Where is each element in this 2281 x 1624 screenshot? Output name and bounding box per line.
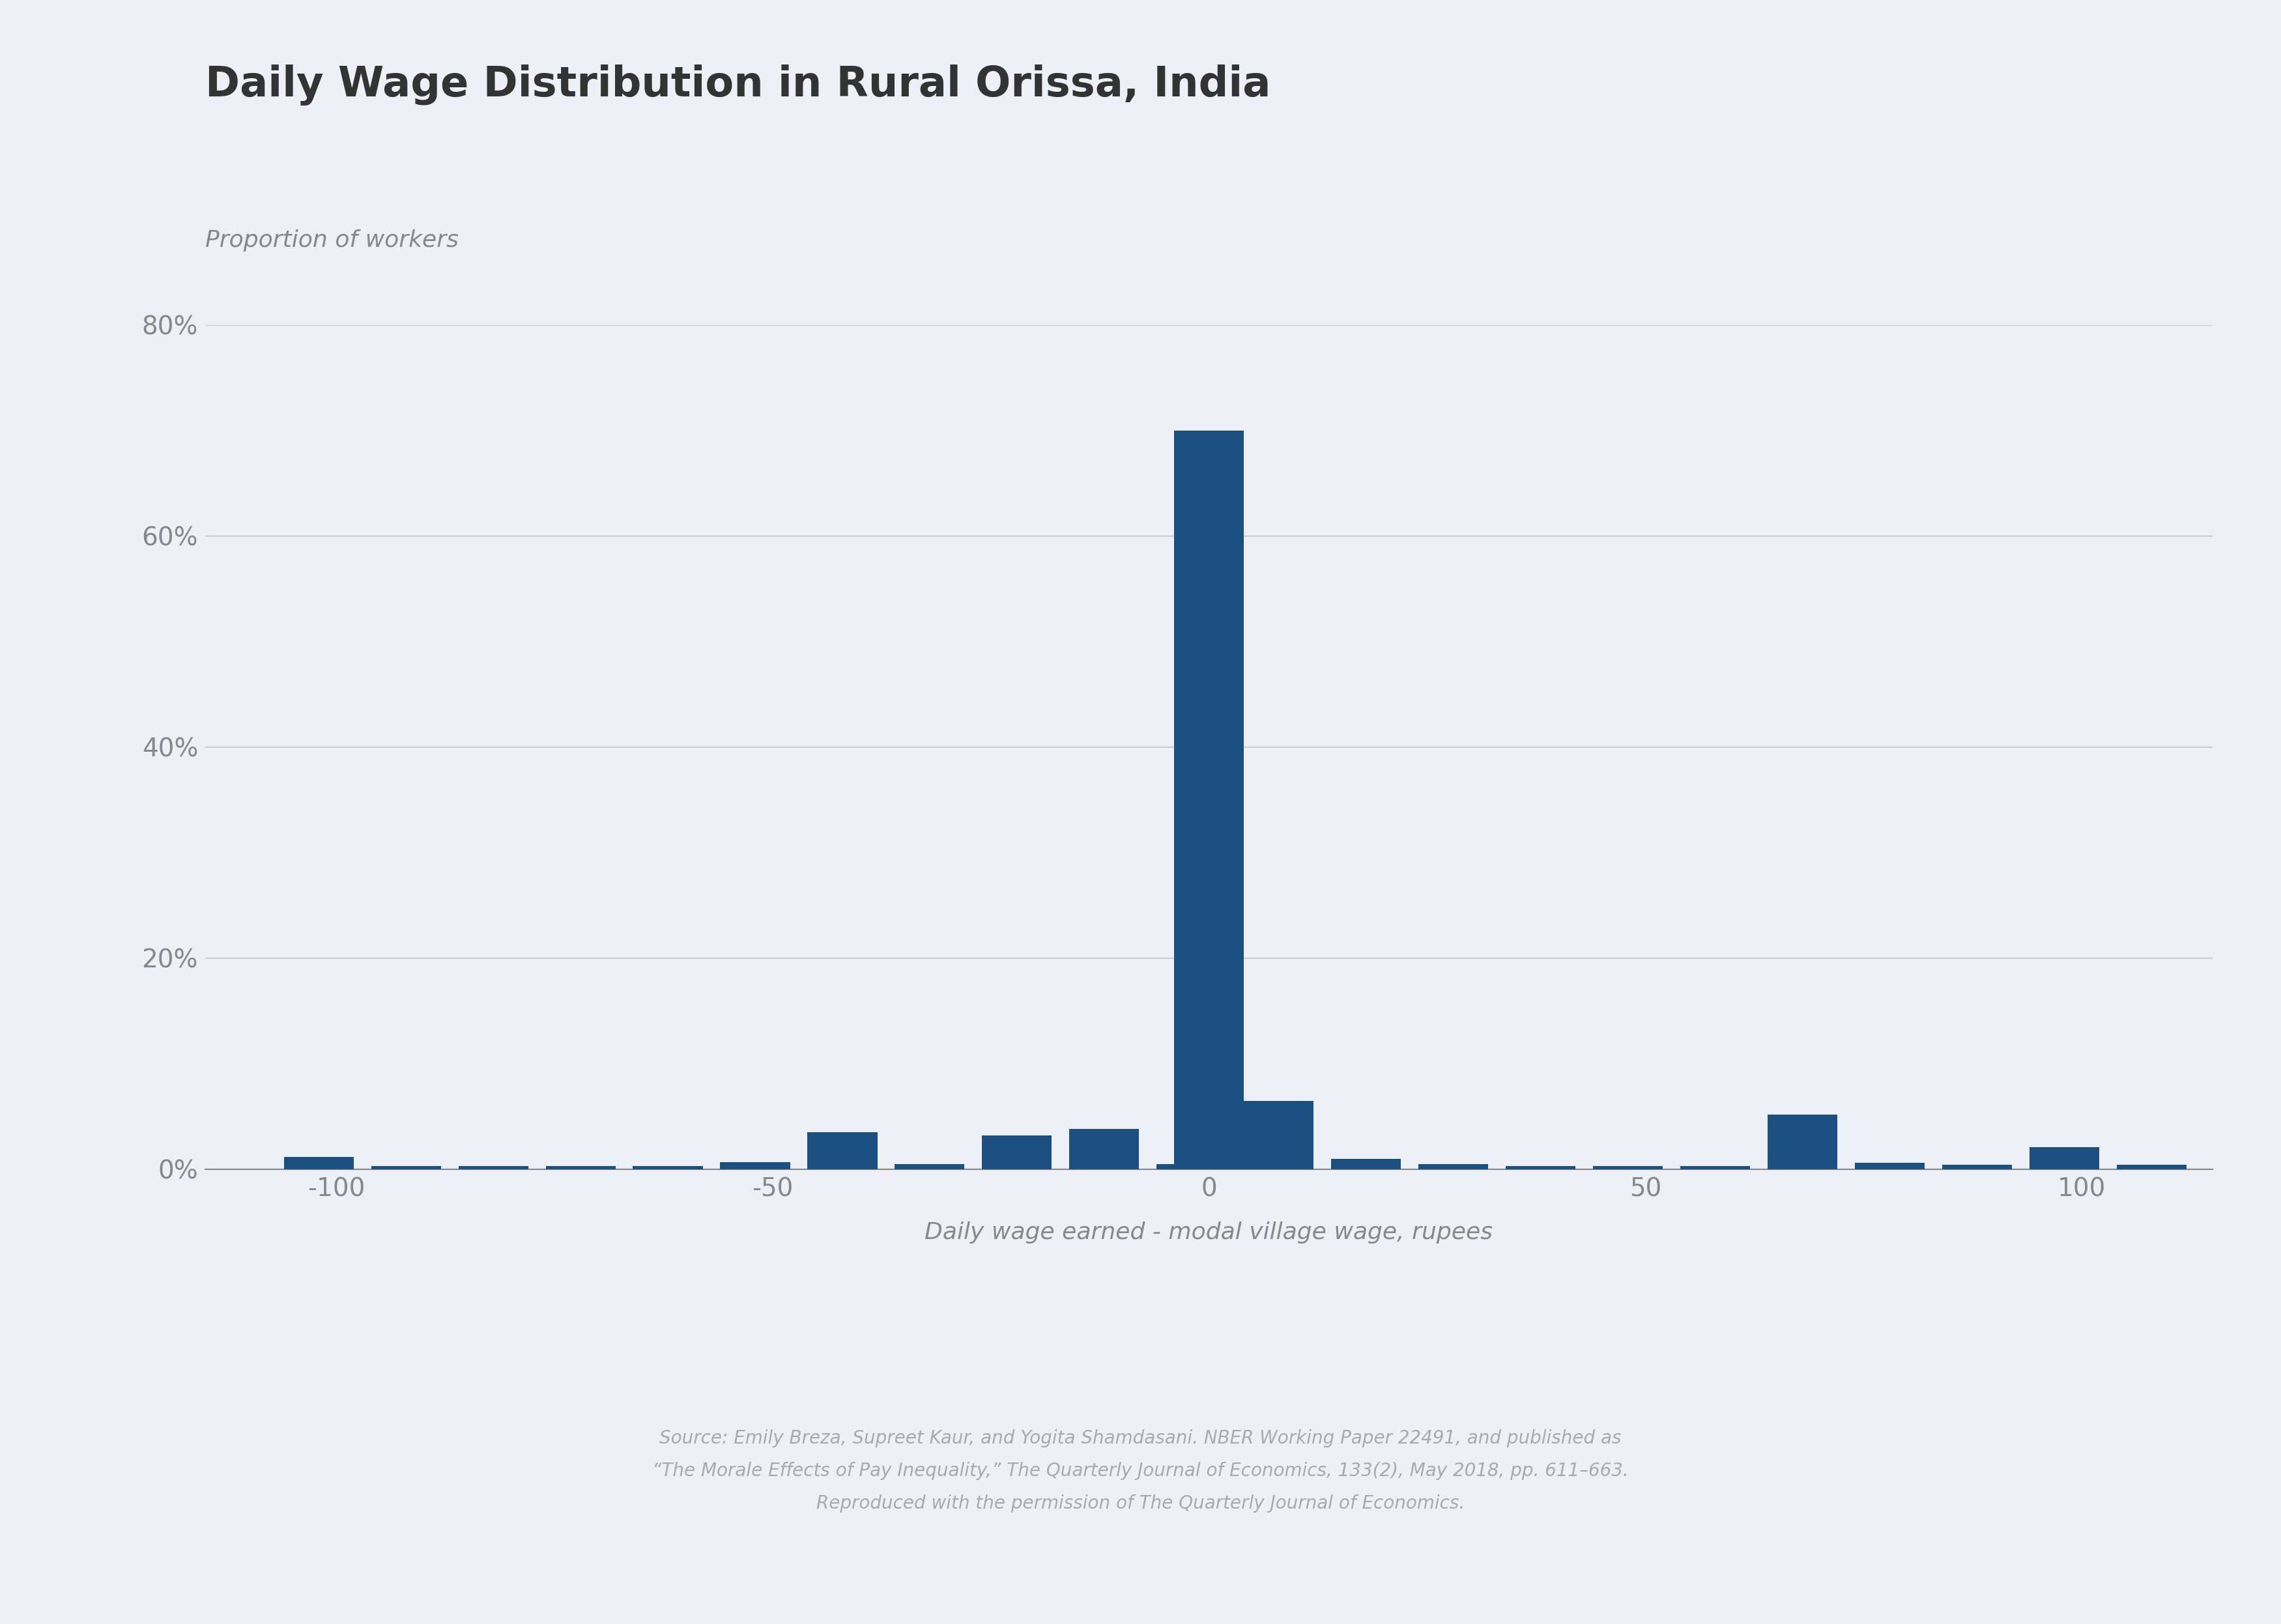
Bar bbox=[1175, 430, 1243, 1169]
Bar bbox=[283, 1156, 354, 1169]
Bar bbox=[458, 1166, 529, 1169]
Bar bbox=[545, 1166, 616, 1169]
X-axis label: Daily wage earned - modal village wage, rupees: Daily wage earned - modal village wage, … bbox=[924, 1221, 1494, 1244]
Bar bbox=[983, 1135, 1052, 1169]
Bar bbox=[1505, 1166, 1576, 1169]
Bar bbox=[1243, 1101, 1314, 1169]
Bar bbox=[1156, 1164, 1227, 1169]
Bar bbox=[2117, 1164, 2187, 1169]
Bar bbox=[1681, 1166, 1750, 1169]
Text: Source: Emily Breza, Supreet Kaur, and Yogita Shamdasani. NBER Working Paper 224: Source: Emily Breza, Supreet Kaur, and Y… bbox=[652, 1429, 1629, 1512]
Bar bbox=[894, 1164, 965, 1169]
Bar bbox=[1854, 1163, 1925, 1169]
Bar bbox=[1768, 1114, 1836, 1169]
Bar bbox=[372, 1166, 440, 1169]
Text: Proportion of workers: Proportion of workers bbox=[205, 229, 458, 252]
Bar bbox=[1592, 1166, 1663, 1169]
Text: Daily Wage Distribution in Rural Orissa, India: Daily Wage Distribution in Rural Orissa,… bbox=[205, 65, 1271, 106]
Bar bbox=[807, 1132, 878, 1169]
Bar bbox=[1941, 1164, 2012, 1169]
Bar bbox=[632, 1166, 703, 1169]
Bar bbox=[2030, 1147, 2099, 1169]
Bar bbox=[1070, 1129, 1138, 1169]
Bar bbox=[1332, 1160, 1401, 1169]
Bar bbox=[1419, 1164, 1487, 1169]
Bar bbox=[721, 1161, 789, 1169]
